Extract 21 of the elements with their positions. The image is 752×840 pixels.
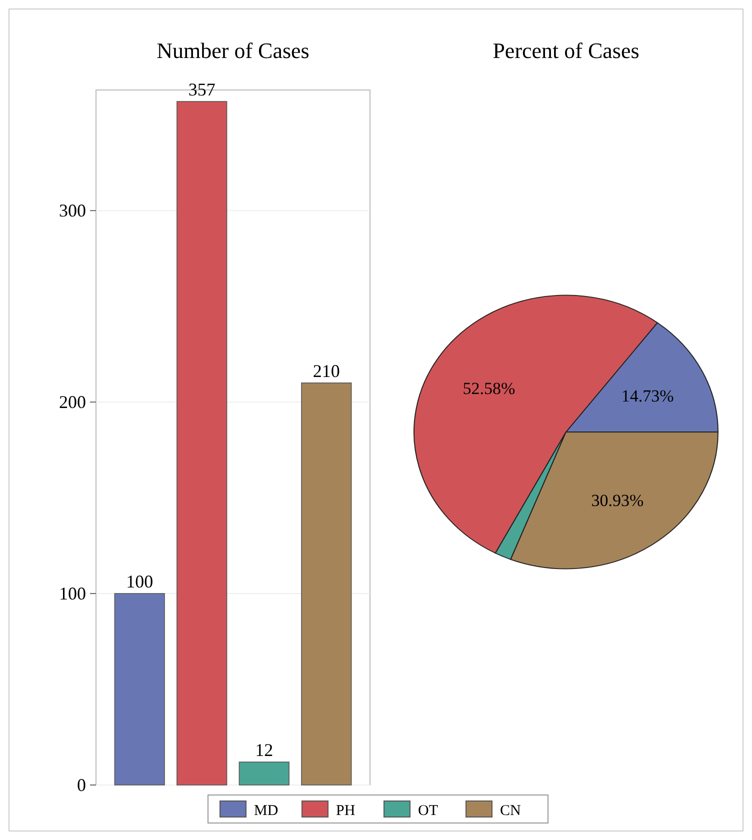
chart-title: Number of Cases [156, 38, 310, 63]
y-tick-label: 100 [59, 584, 86, 604]
bar [114, 593, 165, 786]
data-label: 210 [312, 360, 340, 381]
y-tick-label: 300 [59, 200, 86, 221]
data-label: 52.58% [462, 379, 516, 398]
legend-label: MD [254, 803, 278, 819]
data-label: 14.73% [621, 386, 674, 406]
legend-label: PH [336, 803, 356, 819]
chart-title: Percent of Cases [492, 38, 640, 63]
data-label: 12 [255, 740, 274, 760]
y-tick-label: 200 [59, 392, 86, 412]
bar [301, 382, 352, 786]
bar [238, 762, 290, 786]
data-label: 100 [126, 572, 154, 592]
data-label: 30.93% [591, 490, 644, 510]
legend-label: CN [500, 803, 522, 819]
y-tick-label: 0 [77, 775, 86, 795]
legend-label: OT [418, 803, 438, 819]
data-label: 357 [188, 79, 216, 100]
bar [176, 101, 228, 786]
